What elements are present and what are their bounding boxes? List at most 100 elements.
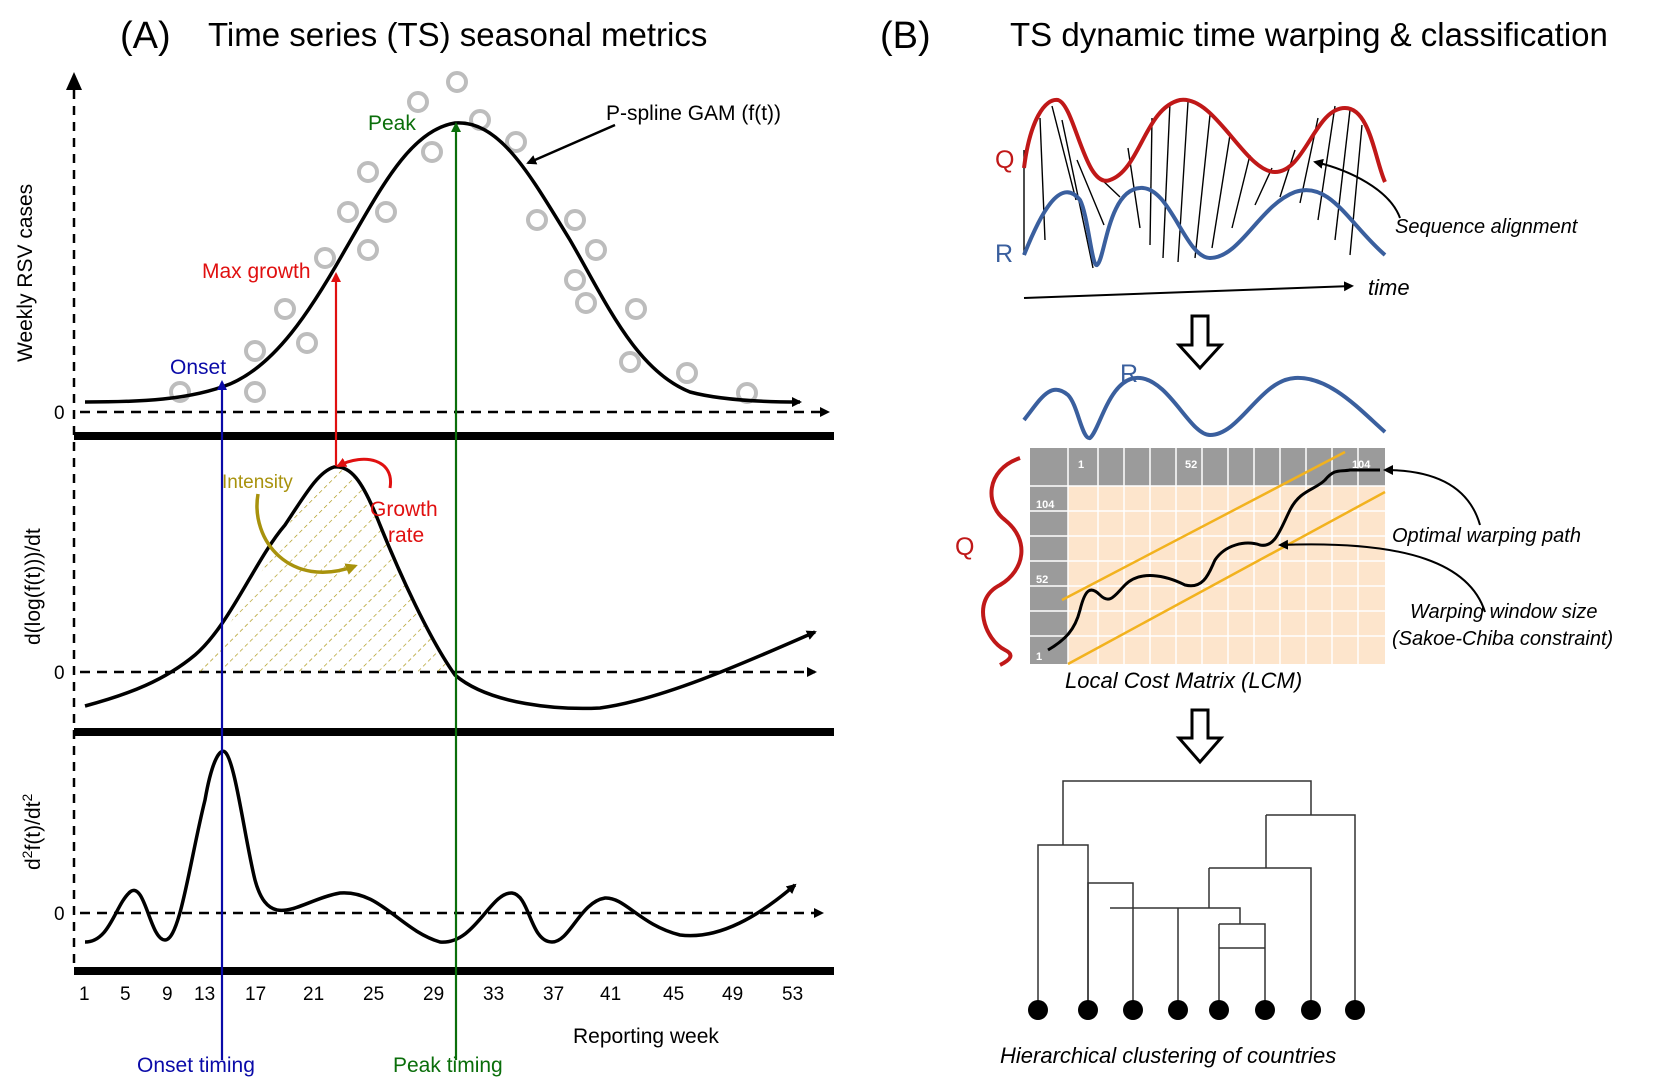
lcm-header-column: [1030, 486, 1068, 664]
x-tick-1: 1: [79, 984, 90, 1005]
window-lower-line: [1067, 490, 1386, 666]
leaf-node: [1168, 1000, 1188, 1020]
panel-a-letter: (A): [120, 15, 171, 57]
down-arrow-2: [1175, 708, 1225, 765]
gam-label: P-spline GAM (f(t)): [606, 102, 781, 125]
x-tick-49: 49: [722, 984, 743, 1005]
data-point: [575, 292, 597, 314]
lcm-top-52: 52: [1185, 459, 1197, 471]
peak-label: Peak: [368, 112, 416, 135]
panel-b-letter: (B): [880, 15, 931, 57]
x-tick-29: 29: [423, 984, 444, 1005]
intensity-area: [185, 466, 450, 672]
x-tick-13: 13: [194, 984, 215, 1005]
middle-zero-label: 0: [54, 663, 65, 684]
data-point: [505, 131, 527, 153]
data-point: [375, 201, 397, 223]
data-point: [244, 340, 266, 362]
data-point: [564, 269, 586, 291]
window-size-label-1: Warping window size: [1410, 601, 1598, 623]
lcm-top-1: 1: [1078, 459, 1084, 471]
data-point: [585, 239, 607, 261]
growth-rate-label-2: rate: [388, 524, 424, 547]
x-tick-25: 25: [363, 984, 384, 1005]
r-label-top: R: [995, 240, 1013, 268]
gam-pointer-arrow: [526, 123, 616, 165]
leaf-node: [1301, 1000, 1321, 1020]
window-upper-line: [1061, 450, 1346, 602]
onset-timing-label: Onset timing: [137, 1054, 255, 1077]
leaf-node: [1255, 1000, 1275, 1020]
x-tick-37: 37: [543, 984, 564, 1005]
x-tick-9: 9: [162, 984, 173, 1005]
onset-label: Onset: [170, 356, 226, 379]
data-point: [407, 91, 429, 113]
panel-a-title: Time series (TS) seasonal metrics: [208, 16, 707, 53]
r-label-lcm: R: [1120, 360, 1138, 388]
data-point: [296, 332, 318, 354]
top-zero-label: 0: [54, 403, 65, 424]
leaf-node: [1123, 1000, 1143, 1020]
y-axis-arrowhead: [66, 72, 82, 90]
dendrogram: [1037, 780, 1356, 1010]
top-ylabel: Weekly RSV cases: [14, 184, 37, 362]
data-point: [526, 209, 548, 231]
leaf-node: [1209, 1000, 1229, 1020]
optimal-path-label: Optimal warping path: [1392, 525, 1581, 547]
separator-bottom: [74, 967, 834, 975]
lcm-left-104: 104: [1036, 499, 1055, 511]
time-axis-arrow: [1023, 281, 1354, 299]
time-label: time: [1368, 275, 1410, 300]
clustering-label: Hierarchical clustering of countries: [1000, 1043, 1336, 1068]
q-label-top: Q: [995, 146, 1014, 174]
data-point: [625, 298, 647, 320]
lcm-grid: 1 52 104 104 52 1: [1030, 448, 1385, 664]
panel-b-title: TS dynamic time warping & classification: [1010, 16, 1608, 53]
bottom-zero-label: 0: [54, 904, 65, 925]
x-tick-21: 21: [303, 984, 324, 1005]
separator-top: [74, 432, 834, 440]
lcm-left-1: 1: [1036, 651, 1042, 663]
data-point: [314, 247, 336, 269]
data-point: [274, 298, 296, 320]
x-tick-33: 33: [483, 984, 504, 1005]
alignment-lines: [1023, 101, 1363, 269]
intensity-label: Intensity: [222, 472, 293, 493]
growth-rate-label-1: Growth: [370, 498, 438, 521]
q-series-top: [1022, 97, 1387, 183]
leaf-node: [1028, 1000, 1048, 1020]
x-tick-45: 45: [663, 984, 684, 1005]
x-tick-41: 41: [600, 984, 621, 1005]
optimal-warping-path: [1047, 468, 1380, 652]
x-tick-53: 53: [782, 984, 803, 1005]
peak-timing-label: Peak timing: [393, 1054, 503, 1077]
data-point: [169, 381, 191, 403]
data-point: [676, 362, 698, 384]
x-tick-labels: 1 5 9 13 17 21 25 29 33 37 41 45 49 53: [79, 984, 803, 1005]
max-growth-label: Max growth: [202, 260, 311, 283]
lcm-left-52: 52: [1036, 574, 1048, 586]
data-point: [244, 381, 266, 403]
second-derivative-curve: [84, 749, 797, 944]
sequence-alignment-arrow: [1313, 158, 1401, 219]
separator-middle: [74, 728, 834, 736]
panel-a: (A) Time series (TS) seasonal metrics 0 …: [14, 15, 834, 1077]
data-point: [337, 201, 359, 223]
data-point: [357, 161, 379, 183]
data-point: [619, 351, 641, 373]
optimal-path-arrow: [1383, 465, 1481, 526]
dendrogram-leaves: [1028, 1000, 1365, 1020]
log-derivative-curve: [84, 465, 817, 711]
window-size-arrow: [1278, 539, 1486, 613]
leaf-node: [1345, 1000, 1365, 1020]
lcm-label: Local Cost Matrix (LCM): [1065, 668, 1302, 693]
data-point: [357, 239, 379, 261]
data-point: [446, 71, 468, 93]
window-size-label-2: (Sakoe-Chiba constraint): [1392, 628, 1613, 650]
middle-ylabel: d(log(f(t)))/dt: [22, 528, 45, 645]
x-axis-label: Reporting week: [573, 1025, 719, 1048]
x-tick-17: 17: [245, 984, 266, 1005]
r-series-lcm: [1022, 375, 1387, 440]
sequence-alignment-label: Sequence alignment: [1395, 216, 1579, 238]
bottom-ylabel: d2f(t)/dt2: [19, 794, 45, 871]
